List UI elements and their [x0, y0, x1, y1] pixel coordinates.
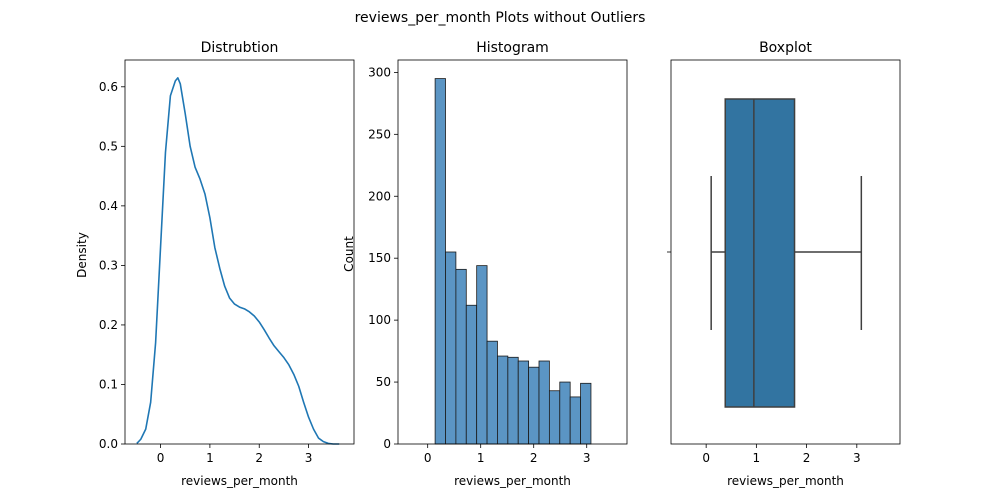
histogram-axes: 0 1 2 3 0 50 100 150 200 250 300	[368, 59, 628, 465]
boxplot-xtick-label: 2	[803, 451, 811, 465]
histogram-xtick-label: 2	[530, 451, 538, 465]
distribution-ytick-label: 0.2	[99, 318, 118, 332]
histogram-title: Histogram	[476, 40, 549, 56]
distribution-title: Distrubtion	[201, 40, 279, 56]
boxplot-xtick-label: 3	[853, 451, 861, 465]
distribution-axes: 0 1 2 3 0.0 0.1 0.2 0.3 0.4 0.5 0.6	[99, 59, 355, 465]
histogram-bar	[497, 355, 509, 445]
histogram-bar	[476, 265, 488, 445]
histogram-ytick-label: 0	[383, 437, 391, 451]
histogram-bar	[445, 251, 457, 445]
boxplot-panel: Boxplot 0 1 2 3 reviews_per_month	[667, 40, 901, 488]
boxplot-title: Boxplot	[759, 40, 812, 56]
distribution-xtick-label: 2	[255, 451, 263, 465]
histogram-ytick-label: 200	[368, 189, 391, 203]
histogram-ytick-label: 250	[368, 127, 391, 141]
distribution-marks	[136, 77, 340, 445]
density-line	[136, 77, 340, 445]
iqr-box	[724, 98, 796, 408]
distribution-ytick-label: 0.5	[99, 139, 118, 153]
histogram-xlabel: reviews_per_month	[454, 474, 571, 488]
distribution-xlabel: reviews_per_month	[181, 474, 298, 488]
histogram-ytick-label: 50	[376, 375, 391, 389]
histogram-marks	[434, 78, 592, 445]
histogram-bar	[517, 360, 530, 445]
distribution-frame	[124, 59, 355, 445]
histogram-bar	[528, 366, 540, 445]
histogram-xtick-label: 0	[424, 451, 432, 465]
histogram-xtick-label: 1	[477, 451, 485, 465]
boxplot-xtick-label: 0	[702, 451, 710, 465]
histogram-ytick-label: 300	[368, 65, 391, 79]
boxplot-xtick-label: 1	[753, 451, 761, 465]
distribution-ytick-label: 0.4	[99, 199, 118, 213]
histogram-bar	[465, 304, 478, 445]
histogram-bar	[569, 396, 581, 445]
histogram-bar	[434, 78, 446, 445]
histogram-frame	[397, 59, 628, 445]
distribution-ytick-label: 0.0	[99, 437, 118, 451]
histogram-bar	[580, 382, 592, 445]
histogram-ylabel: Count	[342, 236, 356, 272]
histogram-bar	[507, 356, 519, 445]
distribution-ytick-label: 0.1	[99, 377, 118, 391]
figure-title: reviews_per_month Plots without Outliers	[355, 10, 646, 26]
boxplot-xlabel: reviews_per_month	[727, 474, 844, 488]
histogram-ytick-label: 100	[368, 313, 391, 327]
histogram-bar	[548, 390, 561, 445]
distribution-xtick-label: 0	[157, 451, 165, 465]
histogram-panel: Histogram 0 1 2 3 0 50 100 150 200 250 300 reviews…	[342, 40, 628, 488]
boxplot-axes: 0 1 2 3	[667, 59, 901, 465]
histogram-xtick-label: 3	[583, 451, 591, 465]
distribution-xtick-label: 1	[206, 451, 214, 465]
distribution-panel: Distrubtion 0 1 2 3 0.0 0.1 0.2 0.3 0.4 0.5 0.6 re…	[75, 40, 355, 488]
distribution-ytick-label: 0.3	[99, 258, 118, 272]
boxplot-marks	[710, 98, 863, 408]
histogram-bar	[455, 268, 467, 445]
distribution-ylabel: Density	[75, 232, 89, 278]
histogram-bar	[538, 360, 550, 445]
histogram-bar	[486, 340, 498, 445]
distribution-ytick-label: 0.6	[99, 80, 118, 94]
distribution-xtick-label: 3	[305, 451, 313, 465]
histogram-ytick-label: 150	[368, 251, 391, 265]
histogram-bar	[559, 381, 571, 445]
